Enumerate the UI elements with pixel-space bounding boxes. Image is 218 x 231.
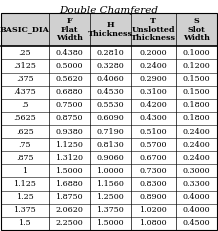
Text: 0.6880: 0.6880 — [55, 88, 83, 96]
Text: 0.3280: 0.3280 — [96, 62, 124, 70]
Text: 0.7500: 0.7500 — [55, 101, 83, 109]
Text: 1: 1 — [22, 167, 27, 175]
Text: 0.8130: 0.8130 — [96, 141, 124, 149]
Text: 0.5100: 0.5100 — [140, 128, 167, 136]
Text: 1.3750: 1.3750 — [96, 206, 124, 214]
Text: 1.2500: 1.2500 — [96, 193, 124, 201]
Text: 0.4000: 0.4000 — [183, 206, 210, 214]
Text: 0.5700: 0.5700 — [140, 141, 167, 149]
Bar — [1, 191, 217, 204]
Text: 0.5620: 0.5620 — [55, 75, 83, 83]
Text: 0.4000: 0.4000 — [183, 193, 210, 201]
Text: T
Unslotted
Thickness: T Unslotted Thickness — [131, 17, 176, 43]
Text: .5: .5 — [21, 101, 29, 109]
Text: 0.3100: 0.3100 — [139, 88, 167, 96]
Text: 0.4380: 0.4380 — [55, 49, 83, 57]
Bar — [1, 177, 217, 191]
Text: 0.1000: 0.1000 — [183, 49, 210, 57]
Bar — [1, 13, 217, 46]
Text: 2.2500: 2.2500 — [55, 219, 83, 227]
Text: Double Chamfered: Double Chamfered — [60, 6, 158, 15]
Text: H
Thickness: H Thickness — [88, 21, 133, 38]
Bar — [1, 86, 217, 99]
Text: 1.125: 1.125 — [13, 180, 36, 188]
Text: 0.4200: 0.4200 — [139, 101, 167, 109]
Text: 1.0800: 1.0800 — [140, 219, 167, 227]
Text: .4375: .4375 — [14, 88, 36, 96]
Text: S
Slot
Width: S Slot Width — [183, 17, 210, 43]
Bar — [1, 59, 217, 73]
Text: F
Flat
Width: F Flat Width — [56, 17, 82, 43]
Text: 0.6700: 0.6700 — [140, 154, 167, 162]
Text: .375: .375 — [16, 75, 34, 83]
Text: 1.5000: 1.5000 — [55, 167, 83, 175]
Text: 0.3000: 0.3000 — [183, 167, 210, 175]
Text: 0.2810: 0.2810 — [96, 49, 124, 57]
Bar — [1, 99, 217, 112]
Text: 0.2400: 0.2400 — [182, 154, 210, 162]
Text: 0.6090: 0.6090 — [96, 114, 124, 122]
Text: 0.1200: 0.1200 — [182, 62, 210, 70]
Text: 0.2400: 0.2400 — [139, 62, 167, 70]
Bar — [1, 73, 217, 86]
Text: .25: .25 — [19, 49, 31, 57]
Text: 0.2900: 0.2900 — [139, 75, 167, 83]
Text: .625: .625 — [16, 128, 34, 136]
Text: 1.375: 1.375 — [14, 206, 36, 214]
Bar — [1, 112, 217, 125]
Text: 1.1250: 1.1250 — [55, 141, 83, 149]
Text: 0.9380: 0.9380 — [55, 128, 83, 136]
Text: 1.8750: 1.8750 — [55, 193, 83, 201]
Text: 0.7300: 0.7300 — [140, 167, 167, 175]
Text: 0.7190: 0.7190 — [96, 128, 124, 136]
Text: 0.4500: 0.4500 — [183, 219, 210, 227]
Text: 0.8900: 0.8900 — [140, 193, 167, 201]
Text: 1.1560: 1.1560 — [96, 180, 124, 188]
Text: 1.0000: 1.0000 — [96, 167, 124, 175]
Text: 1.25: 1.25 — [16, 193, 34, 201]
Bar — [1, 164, 217, 177]
Bar — [1, 125, 217, 138]
Text: 0.9060: 0.9060 — [96, 154, 124, 162]
Text: 2.0620: 2.0620 — [55, 206, 83, 214]
Text: 1.6880: 1.6880 — [55, 180, 83, 188]
Bar — [1, 138, 217, 151]
Text: 0.2400: 0.2400 — [182, 128, 210, 136]
Text: 0.1500: 0.1500 — [183, 75, 210, 83]
Bar — [1, 46, 217, 59]
Text: .75: .75 — [19, 141, 31, 149]
Text: .5625: .5625 — [14, 114, 36, 122]
Text: 0.4530: 0.4530 — [96, 88, 124, 96]
Text: 0.5000: 0.5000 — [55, 62, 83, 70]
Text: BASIC_DIA: BASIC_DIA — [0, 26, 50, 33]
Text: 0.5530: 0.5530 — [96, 101, 124, 109]
Text: 0.8750: 0.8750 — [55, 114, 83, 122]
Text: 1.0200: 1.0200 — [139, 206, 167, 214]
Text: .3125: .3125 — [13, 62, 36, 70]
Bar — [1, 151, 217, 164]
Bar — [1, 204, 217, 217]
Text: 1.5: 1.5 — [19, 219, 31, 227]
Text: 0.8300: 0.8300 — [140, 180, 167, 188]
Text: 0.3300: 0.3300 — [182, 180, 210, 188]
Text: 0.1800: 0.1800 — [183, 101, 210, 109]
Text: 0.2400: 0.2400 — [182, 141, 210, 149]
Text: 0.4300: 0.4300 — [139, 114, 167, 122]
Text: 1.5000: 1.5000 — [96, 219, 124, 227]
Bar — [1, 217, 217, 230]
Text: 1.3120: 1.3120 — [55, 154, 83, 162]
Text: .875: .875 — [16, 154, 34, 162]
Text: 0.4060: 0.4060 — [96, 75, 124, 83]
Text: 0.1800: 0.1800 — [183, 114, 210, 122]
Text: 0.1500: 0.1500 — [183, 88, 210, 96]
Text: 0.2000: 0.2000 — [140, 49, 167, 57]
